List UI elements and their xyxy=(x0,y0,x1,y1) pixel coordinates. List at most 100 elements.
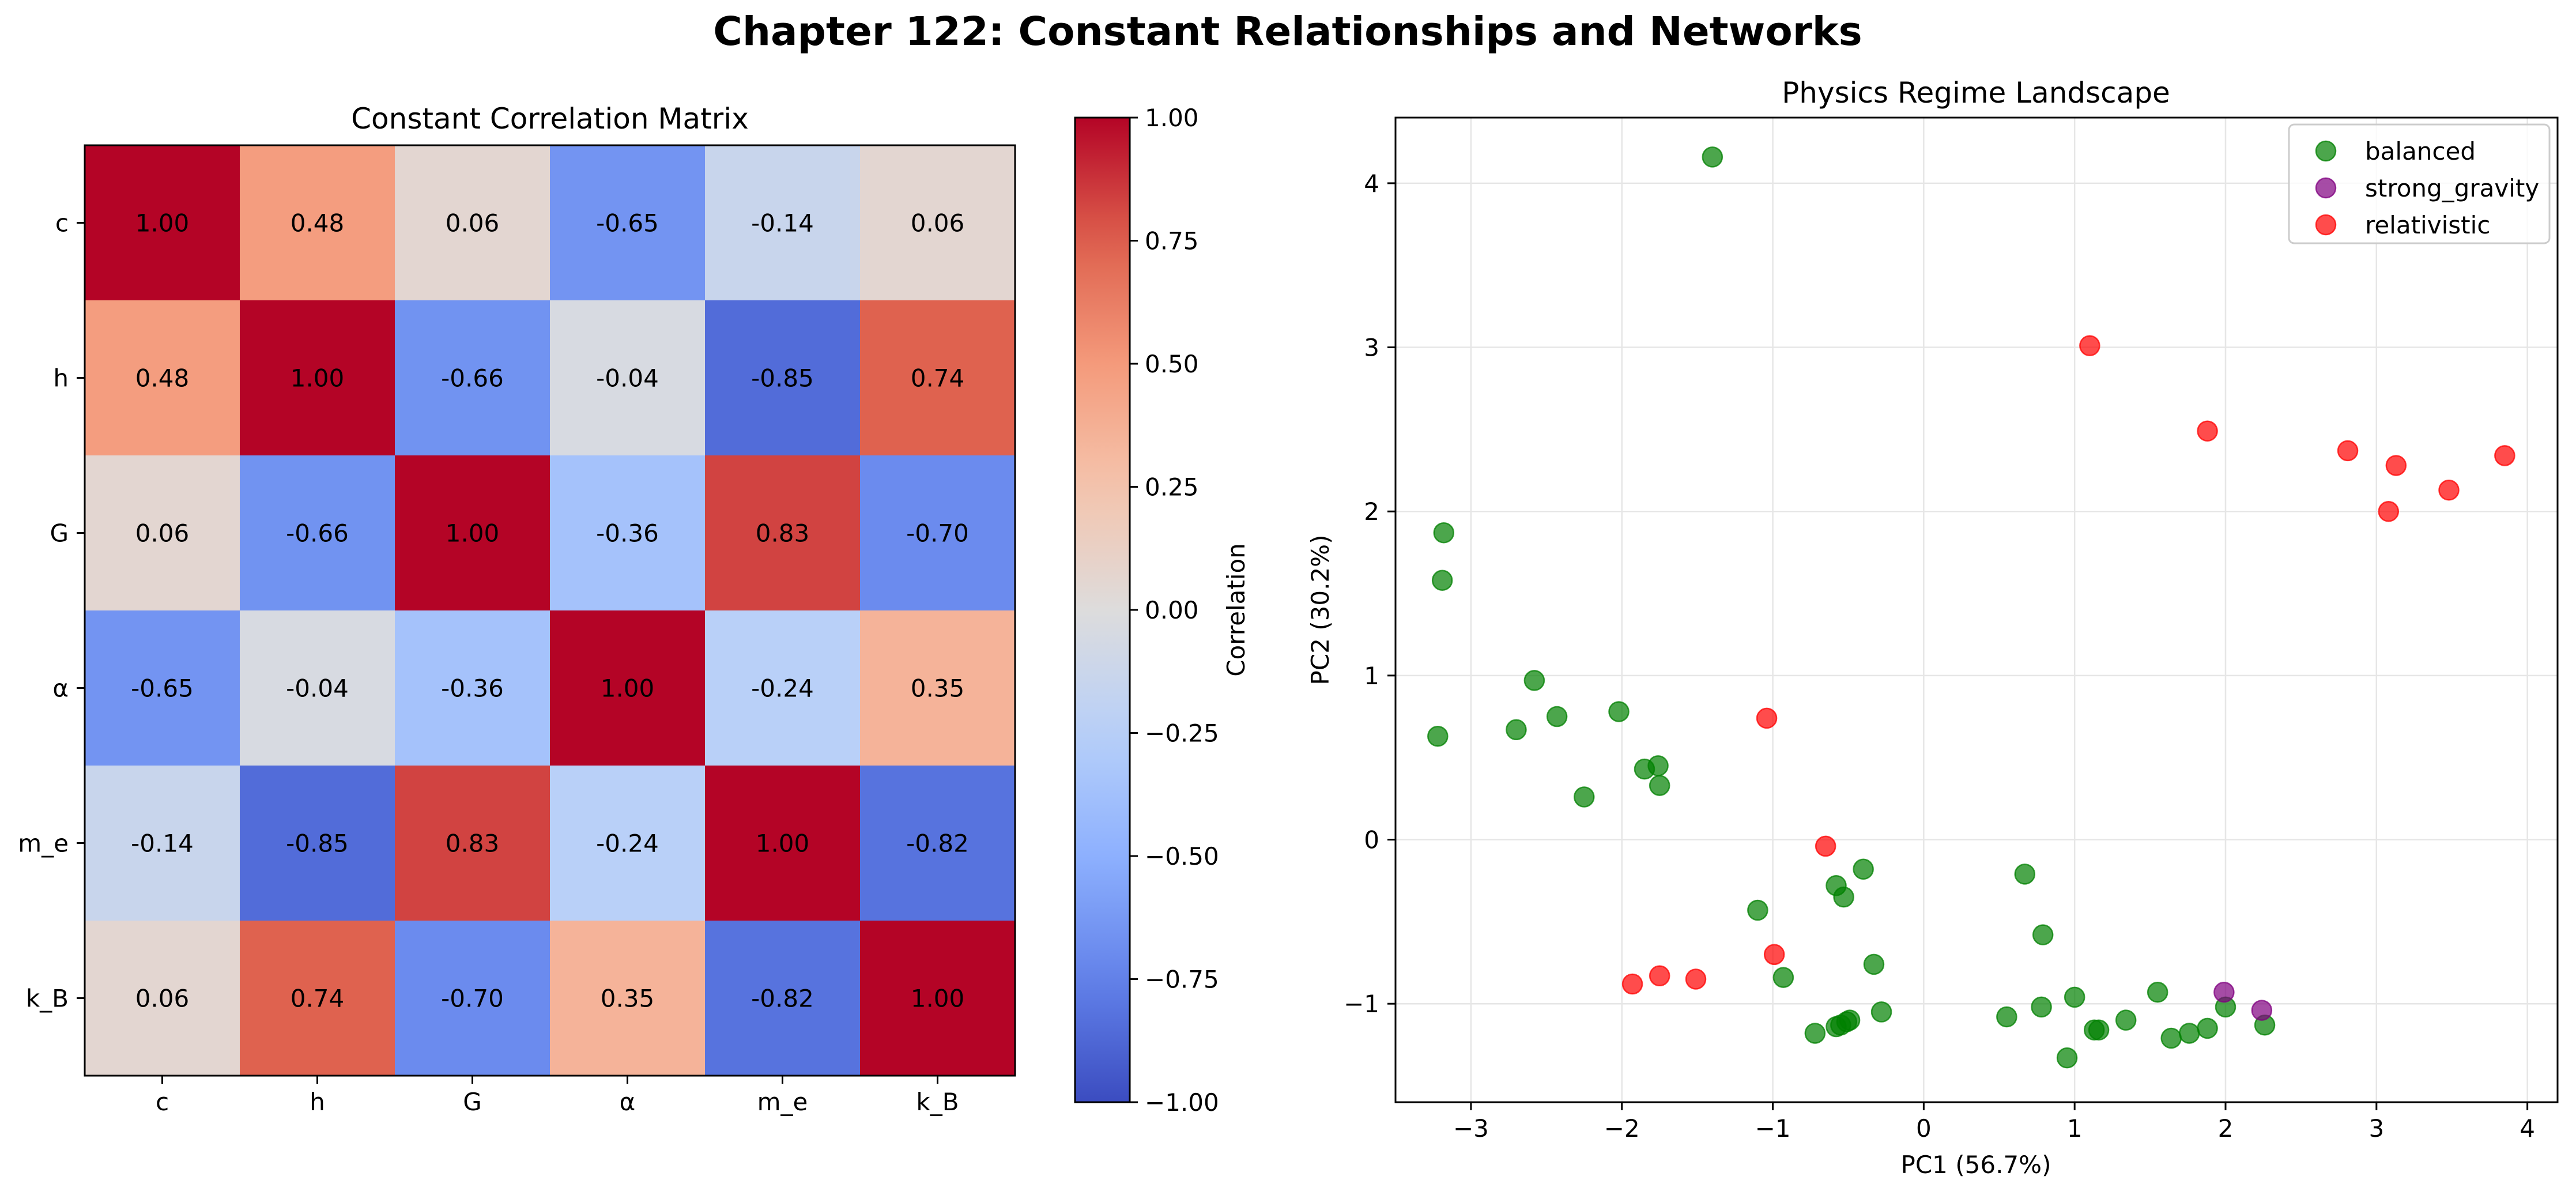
scatter-point-relativistic xyxy=(1685,968,1707,990)
heatmap-cell-value: -0.82 xyxy=(751,985,814,1013)
legend-marker-strong-gravity xyxy=(2315,177,2337,199)
legend-label-relativistic: relativistic xyxy=(2365,211,2490,239)
scatter-y-axis: −1 0 1 2 3 4 xyxy=(1344,169,1396,1018)
heatmap-cell-α-α xyxy=(550,610,706,766)
heatmap-x-tick-label: c xyxy=(156,1088,169,1116)
heatmap-y-tick-label: h xyxy=(53,364,69,393)
heatmap-cell-value: -0.82 xyxy=(906,830,969,858)
scatter-x-tick-label: −2 xyxy=(1604,1114,1640,1143)
heatmap-cell-m_e-α xyxy=(550,766,706,921)
heatmap-cell-c-m_e xyxy=(705,145,861,301)
scatter-point-balanced xyxy=(1546,706,1568,727)
scatter-point-relativistic xyxy=(1815,835,1836,857)
heatmap-cell-k_B-c xyxy=(85,921,240,1076)
heatmap-cell-value: 0.83 xyxy=(756,519,810,548)
heatmap-cell-value: 0.74 xyxy=(291,985,345,1013)
heatmap-cell-c-k_B xyxy=(860,145,1016,301)
heatmap-cell-h-k_B xyxy=(860,300,1016,456)
scatter-point-balanced xyxy=(1702,146,1723,168)
heatmap-cell-value: -0.36 xyxy=(596,519,659,548)
legend-marker-balanced xyxy=(2315,140,2337,162)
scatter-point-balanced xyxy=(2031,996,2052,1018)
heatmap-cell-value: 0.48 xyxy=(291,209,345,238)
heatmap-cell-value: 0.35 xyxy=(601,985,655,1013)
scatter-point-relativistic xyxy=(2378,500,2400,522)
scatter-point-relativistic xyxy=(1756,707,1778,729)
scatter-point-relativistic xyxy=(2337,440,2359,462)
heatmap-cell-labels: 1.00 0.48 0.06 -0.65 -0.14 0.06 0.48 1.00 -0.66 -… xyxy=(131,209,969,1013)
colorbar-gradient xyxy=(1074,116,1131,1103)
scatter-point-balanced xyxy=(1804,1023,1826,1044)
heatmap-cell-value: -0.85 xyxy=(286,830,349,858)
scatter-point-balanced xyxy=(1608,701,1630,722)
scatter-point-balanced xyxy=(2064,986,2085,1008)
scatter-point-strong-gravity xyxy=(2213,982,2235,1003)
heatmap-cell-G-c xyxy=(85,455,240,611)
heatmap-cell-G-G xyxy=(395,455,550,611)
heatmap-cell-value: -0.65 xyxy=(131,674,194,703)
heatmap-cell-value: 0.83 xyxy=(446,830,500,858)
heatmap-cell-value: -0.04 xyxy=(286,674,349,703)
scatter-point-balanced xyxy=(1772,967,1794,988)
scatter-frame xyxy=(1394,116,2559,1103)
heatmap-cell-value: -0.70 xyxy=(906,519,969,548)
heatmap-cell-G-α xyxy=(550,455,706,611)
scatter-point-balanced xyxy=(2014,864,2036,885)
scatter-point-balanced xyxy=(1870,1001,1892,1023)
heatmap-cell-value: 1.00 xyxy=(135,209,190,238)
scatter-point-balanced xyxy=(2088,1019,2110,1041)
legend-label-strong-gravity: strong_gravity xyxy=(2365,174,2539,202)
heatmap-frame xyxy=(84,144,1016,1077)
heatmap-cell-m_e-m_e xyxy=(705,766,861,921)
scatter-point-balanced xyxy=(2197,1017,2218,1039)
scatter-point-balanced xyxy=(2160,1027,2182,1049)
heatmap-cell-h-m_e xyxy=(705,300,861,456)
scatter-point-balanced xyxy=(1747,899,1768,921)
scatter-point-balanced xyxy=(1826,1016,1847,1038)
heatmap-cell-value: 0.06 xyxy=(135,519,190,548)
scatter-legend: balanced strong_gravity relativistic xyxy=(2288,123,2551,244)
heatmap-x-tick-label: k_B xyxy=(916,1088,959,1116)
heatmap-x-tick-label: α xyxy=(620,1088,636,1116)
scatter-point-relativistic xyxy=(1621,973,1643,995)
heatmap-cell-h-h xyxy=(240,300,395,456)
heatmap-cell-value: -0.04 xyxy=(596,364,659,393)
heatmap-cell-k_B-G xyxy=(395,921,550,1076)
scatter-y-label: PC2 (30.2%) xyxy=(1306,535,1334,685)
scatter-point-balanced xyxy=(1433,522,1455,544)
heatmap-cell-α-h xyxy=(240,610,395,766)
heatmap-y-tick-label: c xyxy=(55,209,69,238)
heatmap-x-tick-label: m_e xyxy=(757,1088,808,1116)
scatter-x-tick-label: −1 xyxy=(1755,1114,1791,1143)
scatter-point-balanced xyxy=(1853,858,1874,880)
heatmap-cell-m_e-G xyxy=(395,766,550,921)
heatmap-cell-value: -0.14 xyxy=(751,209,814,238)
heatmap-cell-value: -0.36 xyxy=(441,674,504,703)
scatter-x-tick-label: −3 xyxy=(1453,1114,1489,1143)
scatter-point-relativistic xyxy=(2438,479,2460,501)
scatter-point-relativistic xyxy=(2079,335,2100,356)
heatmap-cell-value: 1.00 xyxy=(446,519,500,548)
scatter-point-relativistic xyxy=(1763,944,1785,966)
heatmap-cell-G-k_B xyxy=(860,455,1016,611)
heatmap-y-tick-label: m_e xyxy=(18,830,69,858)
heatmap-y-tick-label: G xyxy=(50,519,69,548)
scatter-point-balanced xyxy=(1523,670,1545,691)
scatter-point-balanced xyxy=(2056,1047,2078,1069)
scatter-y-tick-label: −1 xyxy=(1344,990,1379,1018)
colorbar-tick-label: −0.50 xyxy=(1145,842,1219,870)
colorbar: −1.00 −0.75 −0.50 −0.25 0.00 0.25 0.50 0.75 1.00… xyxy=(1074,104,1250,1117)
scatter-point-relativistic xyxy=(2494,445,2515,466)
heatmap-cell-m_e-c xyxy=(85,766,240,921)
scatter-point-strong-gravity xyxy=(2251,1000,2273,1021)
scatter-point-balanced xyxy=(1647,755,1669,776)
scatter-x-label: PC1 (56.7%) xyxy=(1901,1151,2051,1179)
heatmap-x-tick-label: G xyxy=(463,1088,482,1116)
heatmap-cell-value: -0.66 xyxy=(286,519,349,548)
scatter-point-balanced xyxy=(1506,719,1527,741)
heatmap-cell-α-c xyxy=(85,610,240,766)
scatter-y-tick-label: 4 xyxy=(1364,169,1379,198)
scatter-y-tick-label: 0 xyxy=(1364,826,1379,854)
